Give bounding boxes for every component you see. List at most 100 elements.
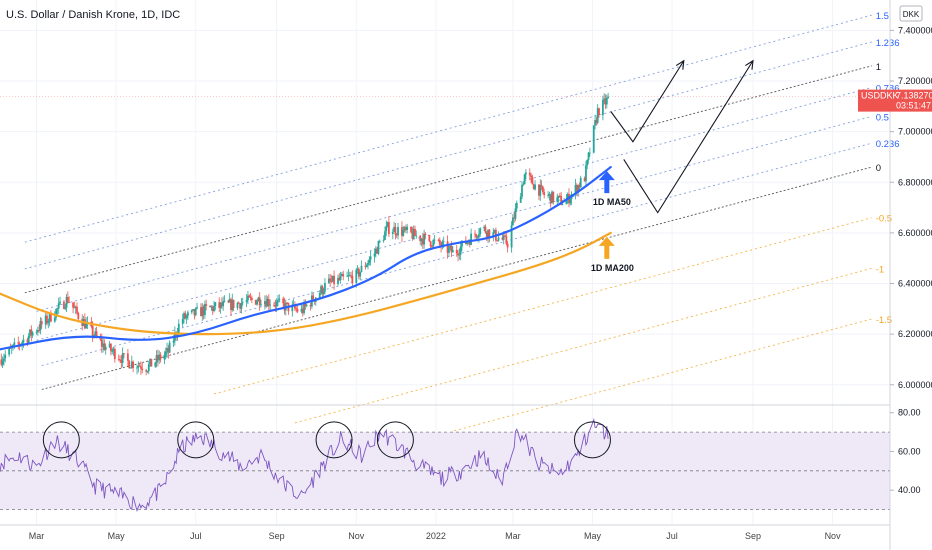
- candle-body: [604, 98, 607, 105]
- candle-body: [219, 302, 222, 308]
- candle-body: [245, 300, 248, 303]
- candle-body: [187, 312, 189, 316]
- candle-body: [155, 355, 158, 363]
- candle-body: [437, 239, 440, 241]
- candle-body: [172, 340, 175, 343]
- labels-layer: 7.400000 7.200000 7.000000 6.800000 6.600000…: [29, 25, 932, 541]
- candle-body: [476, 237, 479, 238]
- time-axis-label: May: [584, 531, 602, 541]
- candle-body: [312, 295, 315, 301]
- candle-body: [129, 367, 132, 369]
- candle-body: [137, 365, 140, 368]
- candle-body: [126, 353, 129, 361]
- candle-body: [201, 306, 204, 317]
- candle-body: [76, 306, 78, 314]
- candle-body: [504, 235, 506, 237]
- candle-body: [579, 177, 582, 188]
- candle-body: [218, 302, 221, 308]
- ma200-arrow: [598, 236, 615, 259]
- candle-body: [196, 307, 198, 309]
- candle-body: [250, 297, 253, 300]
- candle-body: [355, 269, 358, 283]
- candle-body: [239, 303, 242, 309]
- candle-body: [373, 253, 376, 257]
- candle-body: [423, 233, 426, 245]
- candle-body: [130, 361, 133, 368]
- candle-body: [523, 174, 526, 185]
- projection-path: [610, 60, 685, 143]
- currency-badge[interactable]: DKK: [899, 5, 923, 22]
- candle-body: [403, 227, 406, 231]
- candle-body: [184, 313, 187, 319]
- candle-body: [103, 343, 106, 350]
- candle-body: [483, 226, 486, 229]
- candle-body: [260, 304, 262, 306]
- candle-body: [327, 278, 330, 284]
- candle-body: [395, 234, 398, 236]
- candle-body: [378, 240, 381, 242]
- price-axis-label: 7.400000: [898, 25, 932, 35]
- candle-body: [47, 321, 50, 324]
- candle-body: [459, 246, 462, 255]
- candle-body: [446, 241, 449, 253]
- fib-level-label: 1.5: [876, 11, 889, 22]
- candle-body: [391, 231, 394, 234]
- chart-title: U.S. Dollar / Danish Krone, 1D, IDC: [6, 9, 180, 21]
- candle-body: [505, 235, 508, 244]
- candle-body: [149, 358, 151, 365]
- candle-body: [73, 307, 76, 309]
- candle-body: [566, 193, 569, 201]
- candle-body: [548, 193, 551, 196]
- candle-body: [176, 333, 179, 336]
- candle-body: [95, 331, 98, 337]
- candle-body: [541, 186, 544, 193]
- candle-body: [350, 275, 352, 277]
- candle-body: [227, 300, 230, 303]
- candle-body: [48, 312, 51, 322]
- ma50-arrow: [598, 171, 615, 194]
- rsi-peak-circle: [376, 421, 414, 459]
- candle-body: [365, 265, 368, 267]
- candle-body: [257, 297, 260, 302]
- candle-body: [68, 302, 71, 303]
- candle-body: [113, 348, 116, 360]
- candle-body: [478, 234, 480, 238]
- price-axis-label: 6.600000: [898, 228, 932, 238]
- candle-body: [487, 229, 489, 238]
- candle-body: [296, 309, 299, 312]
- candle-body: [210, 306, 213, 308]
- ma50-line: [0, 165, 612, 351]
- rsi-axis-label: 40.00: [898, 485, 921, 495]
- candle-body: [4, 354, 7, 359]
- price-axis-label: 6.000000: [898, 380, 932, 390]
- candle-body: [598, 108, 600, 116]
- candle-body: [359, 271, 362, 277]
- candle-body: [66, 296, 69, 303]
- candle-body: [56, 308, 59, 310]
- candle-body: [145, 370, 148, 372]
- candle-body: [549, 193, 552, 204]
- candle-body: [202, 306, 205, 316]
- candle-body: [514, 208, 517, 219]
- rsi-band-layer: [0, 431, 890, 510]
- candle-body: [190, 310, 193, 313]
- candle-body: [502, 235, 505, 240]
- rsi-peak-circle: [573, 421, 611, 459]
- price-axis-label: 6.800000: [898, 177, 932, 187]
- time-axis-label: Jul: [666, 531, 678, 541]
- candle-body: [241, 302, 244, 304]
- candle-body: [236, 302, 239, 309]
- candle-body: [112, 348, 115, 352]
- time-axis-label: Mar: [505, 531, 521, 541]
- projection-path: [623, 60, 754, 214]
- fib-level-label: -1.5: [876, 315, 892, 326]
- candle-body: [585, 165, 587, 182]
- candle-body: [119, 359, 121, 361]
- candle-body: [420, 238, 423, 242]
- price-axis-label: 6.200000: [898, 329, 932, 339]
- price-badge-symbol: USDDKK: [861, 91, 899, 101]
- candle-body: [240, 303, 243, 309]
- fib-level-line: [454, 318, 872, 432]
- candle-body: [368, 259, 371, 263]
